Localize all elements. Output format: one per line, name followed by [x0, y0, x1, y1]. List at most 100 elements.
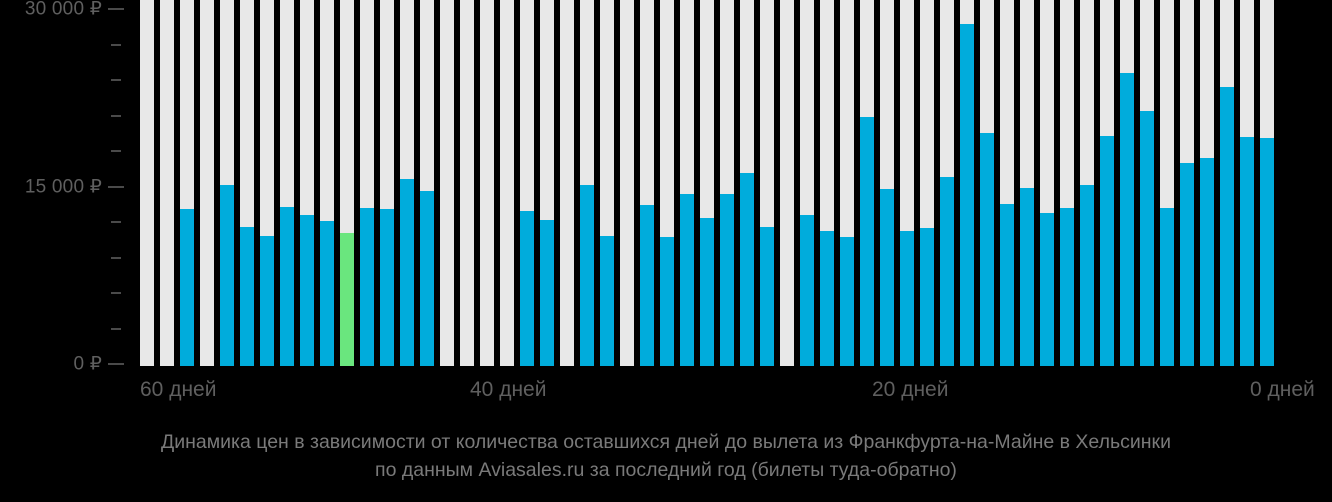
- bar-slot[interactable]: [1080, 0, 1094, 366]
- bar-slot[interactable]: [800, 0, 814, 366]
- bar[interactable]: [300, 214, 314, 366]
- bar-slot[interactable]: [1140, 0, 1154, 366]
- bar[interactable]: [960, 24, 974, 366]
- bar[interactable]: [520, 211, 534, 366]
- bar[interactable]: [1220, 87, 1234, 366]
- bar-slot[interactable]: [920, 0, 934, 366]
- bar[interactable]: [260, 236, 274, 366]
- bar[interactable]: [280, 206, 294, 366]
- bar-slot[interactable]: [460, 0, 474, 366]
- bar-slot[interactable]: [200, 0, 214, 366]
- bar[interactable]: [540, 219, 554, 366]
- bar[interactable]: [600, 236, 614, 366]
- bar[interactable]: [400, 179, 414, 366]
- bar[interactable]: [360, 207, 374, 366]
- bar[interactable]: [1240, 136, 1254, 366]
- bar[interactable]: [900, 231, 914, 366]
- bar[interactable]: [1260, 137, 1274, 366]
- bar-slot[interactable]: [1120, 0, 1134, 366]
- bar-slot[interactable]: [580, 0, 594, 366]
- bar-slot[interactable]: [520, 0, 534, 366]
- bar-slot[interactable]: [220, 0, 234, 366]
- bar-slot[interactable]: [300, 0, 314, 366]
- bar[interactable]: [1160, 207, 1174, 366]
- bar-slot[interactable]: [240, 0, 254, 366]
- bar[interactable]: [740, 173, 754, 366]
- bar-slot[interactable]: [540, 0, 554, 366]
- bar-slot[interactable]: [1180, 0, 1194, 366]
- bar[interactable]: [820, 231, 834, 366]
- bar-slot[interactable]: [760, 0, 774, 366]
- bar-slot[interactable]: [1100, 0, 1114, 366]
- bar[interactable]: [1100, 135, 1114, 366]
- bar-slot[interactable]: [700, 0, 714, 366]
- bar-slot[interactable]: [680, 0, 694, 366]
- bar[interactable]: [320, 220, 334, 366]
- bar-slot[interactable]: [360, 0, 374, 366]
- bar-slot[interactable]: [400, 0, 414, 366]
- bar[interactable]: [700, 218, 714, 366]
- bar[interactable]: [1140, 110, 1154, 366]
- bar-slot[interactable]: [180, 0, 194, 366]
- bar[interactable]: [380, 208, 394, 366]
- bar[interactable]: [580, 185, 594, 366]
- bar-slot[interactable]: [1220, 0, 1234, 366]
- bar-slot[interactable]: [1040, 0, 1054, 366]
- bar-slot[interactable]: [860, 0, 874, 366]
- bar[interactable]: [1080, 185, 1094, 366]
- bar-slot[interactable]: [940, 0, 954, 366]
- bar[interactable]: [1020, 187, 1034, 366]
- bar[interactable]: [940, 177, 954, 366]
- bar-slot[interactable]: [1240, 0, 1254, 366]
- bar[interactable]: [860, 116, 874, 366]
- bar[interactable]: [800, 214, 814, 366]
- bar-highlighted[interactable]: [340, 232, 354, 366]
- bar-slot[interactable]: [600, 0, 614, 366]
- bar[interactable]: [760, 226, 774, 366]
- bar[interactable]: [1060, 207, 1074, 366]
- bar[interactable]: [880, 188, 894, 366]
- bar[interactable]: [980, 133, 994, 366]
- bar-slot[interactable]: [340, 0, 354, 366]
- bar[interactable]: [220, 185, 234, 366]
- bar-slot[interactable]: [1000, 0, 1014, 366]
- bar-slot[interactable]: [820, 0, 834, 366]
- bar-slot[interactable]: [260, 0, 274, 366]
- bar[interactable]: [180, 208, 194, 366]
- bar-slot[interactable]: [1260, 0, 1274, 366]
- bar[interactable]: [420, 191, 434, 366]
- bar[interactable]: [840, 237, 854, 366]
- bar-slot[interactable]: [440, 0, 454, 366]
- bar-slot[interactable]: [1160, 0, 1174, 366]
- bar[interactable]: [1180, 162, 1194, 366]
- bar-slot[interactable]: [720, 0, 734, 366]
- bar-slot[interactable]: [980, 0, 994, 366]
- bar-slot[interactable]: [320, 0, 334, 366]
- bar-slot[interactable]: [640, 0, 654, 366]
- bar-slot[interactable]: [1060, 0, 1074, 366]
- bar-slot[interactable]: [1020, 0, 1034, 366]
- bar-slot[interactable]: [1200, 0, 1214, 366]
- bar-slot[interactable]: [280, 0, 294, 366]
- bar-slot[interactable]: [500, 0, 514, 366]
- bar-slot[interactable]: [900, 0, 914, 366]
- bar-slot[interactable]: [160, 0, 174, 366]
- bar-slot[interactable]: [660, 0, 674, 366]
- bar-slot[interactable]: [780, 0, 794, 366]
- bar-slot[interactable]: [620, 0, 634, 366]
- bar-slot[interactable]: [560, 0, 574, 366]
- bar[interactable]: [1000, 204, 1014, 366]
- bar[interactable]: [660, 237, 674, 366]
- bar-slot[interactable]: [420, 0, 434, 366]
- bar[interactable]: [680, 193, 694, 366]
- bar[interactable]: [920, 227, 934, 366]
- bar-slot[interactable]: [840, 0, 854, 366]
- bar-slot[interactable]: [960, 0, 974, 366]
- bar-slot[interactable]: [380, 0, 394, 366]
- bar[interactable]: [1200, 158, 1214, 366]
- bar[interactable]: [1040, 212, 1054, 366]
- bar-slot[interactable]: [480, 0, 494, 366]
- bar[interactable]: [240, 226, 254, 366]
- bar[interactable]: [1120, 72, 1134, 366]
- bar[interactable]: [640, 205, 654, 366]
